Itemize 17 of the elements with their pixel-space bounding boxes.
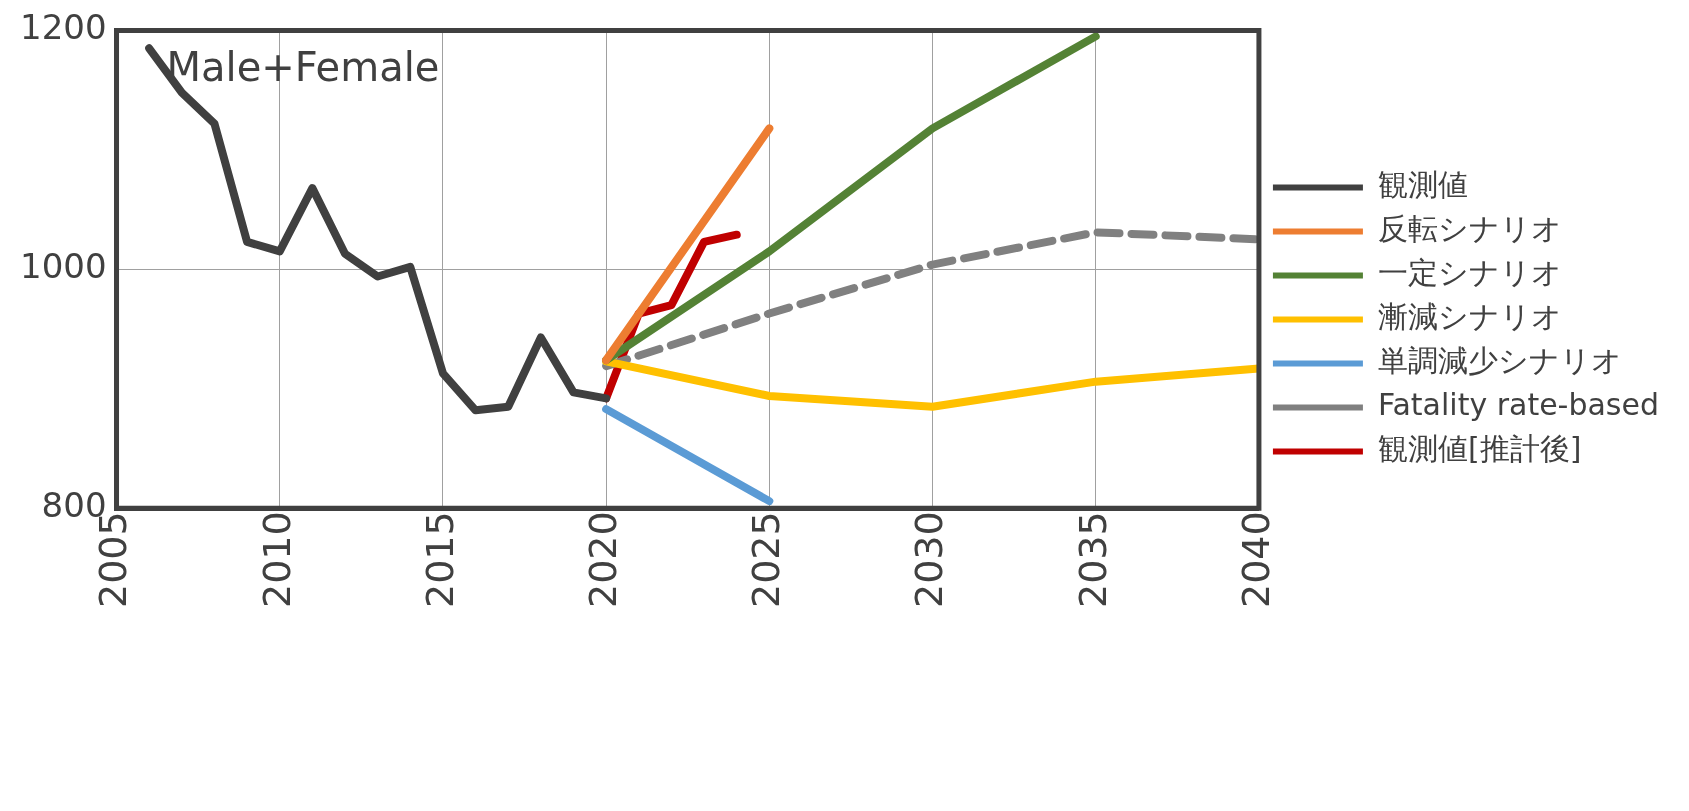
y-tick-label: 1000 xyxy=(20,246,107,287)
x-tick-label: 2040 xyxy=(1233,511,1278,609)
legend-label: 反転シナリオ xyxy=(1377,211,1562,247)
x-tick-label: 2015 xyxy=(417,511,462,609)
annotation: Male+Female xyxy=(166,43,440,90)
legend-label: Fatality rate-based xyxy=(1377,387,1659,423)
x-tick-label: 2025 xyxy=(744,511,789,609)
legend-label: 観測値 xyxy=(1377,167,1468,203)
legend-label: 単調減少シナリオ xyxy=(1377,343,1622,379)
legend-label: 漸減シナリオ xyxy=(1377,299,1562,335)
x-tick-label: 2010 xyxy=(254,511,299,609)
x-tick-label: 2035 xyxy=(1070,511,1115,609)
x-tick-label: 2020 xyxy=(581,511,625,609)
legend-label: 観測値[推計後] xyxy=(1377,431,1582,467)
legend-label: 一定シナリオ xyxy=(1377,255,1562,291)
x-tick-label: 2030 xyxy=(907,511,952,609)
y-tick-label: 1200 xyxy=(20,7,107,48)
